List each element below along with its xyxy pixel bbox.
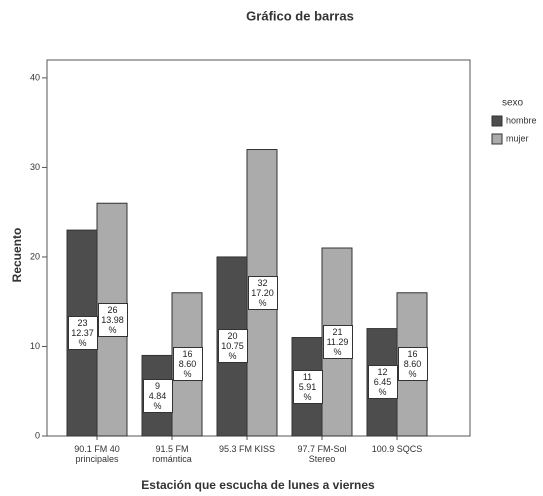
y-tick-label: 0: [35, 430, 40, 440]
value-label: 16 8.60 %: [172, 347, 203, 382]
value-label: 12 6.45 %: [367, 365, 398, 400]
value-label: 16 8.60 %: [397, 347, 428, 382]
x-tick-label: 97.7 FM-Sol Stereo: [297, 444, 347, 464]
legend-label: hombre: [506, 115, 537, 125]
y-tick-label: 40: [30, 72, 40, 82]
x-tick-label: 91.5 FM romántica: [152, 444, 192, 464]
y-axis-title: Recuento: [10, 228, 24, 283]
value-label: 32 17.20 %: [247, 275, 278, 310]
value-label: 21 11.29 %: [322, 325, 353, 359]
x-axis-title: Estación que escucha de lunes a viernes: [141, 478, 375, 492]
value-label: 9 4.84 %: [142, 378, 173, 413]
legend-label: mujer: [506, 133, 529, 143]
legend-swatch: [491, 115, 503, 127]
value-label: 11 5.91 %: [292, 369, 323, 404]
x-tick-label: 90.1 FM 40 principales: [74, 444, 120, 464]
x-tick-label: 100.9 SQCS: [371, 444, 423, 454]
y-tick-label: 30: [30, 162, 40, 172]
y-tick-label: 20: [30, 251, 40, 261]
y-tick-label: 10: [30, 341, 40, 351]
value-label: 23 12.37 %: [67, 316, 98, 351]
x-tick-label: 95.3 FM KISS: [218, 444, 276, 454]
value-label: 26 13.98 %: [97, 302, 128, 337]
chart-title: Gráfico de barras: [246, 8, 354, 23]
value-label: 20 10.75 %: [217, 329, 248, 364]
legend-title: sexo: [502, 98, 524, 109]
legend-swatch: [491, 133, 503, 145]
